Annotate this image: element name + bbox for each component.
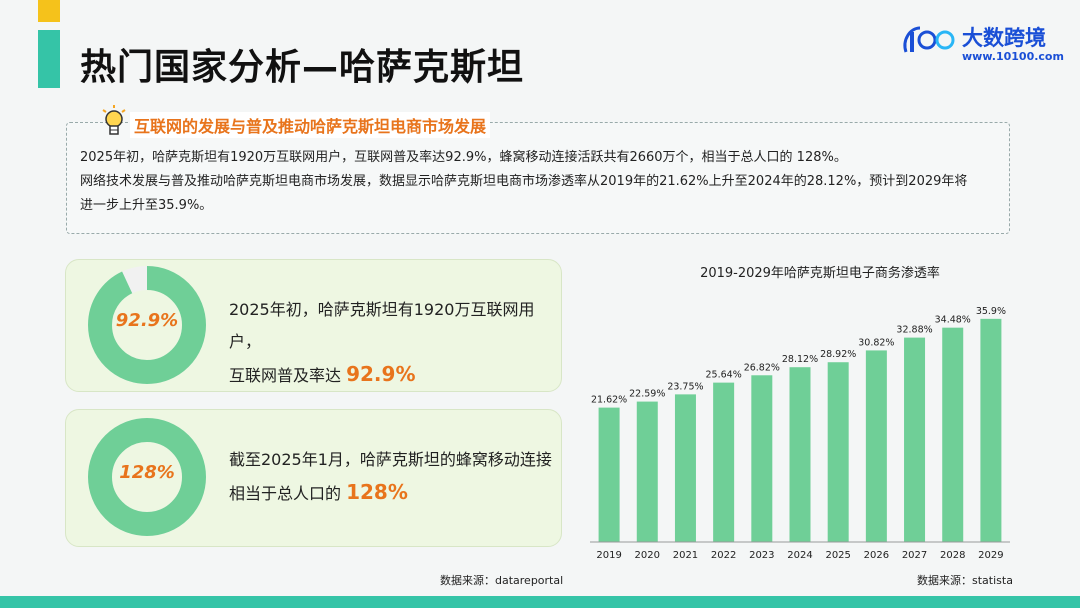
page-title: 热门国家分析—哈萨克斯坦 [80,47,525,88]
data-label-2028: 34.48% [935,315,971,326]
donut-chart-mobile [88,418,206,536]
source-left: 数据来源：datareportal [440,574,564,587]
bar-2020 [636,401,658,542]
card-text-line: 互联网普及率达 92.9% [229,358,561,392]
tick-label-2021: 2021 [673,550,698,561]
tick-label-2025: 2025 [825,550,850,561]
data-label-2024: 28.12% [782,354,818,365]
donut-value-mobile: 128% [119,462,175,483]
data-label-2025: 28.92% [820,349,856,360]
bar-2029 [980,318,1002,542]
tick-label-2019: 2019 [596,550,621,561]
logo-url: www.10100.com [962,50,1064,63]
info-line-1: 2025年初，哈萨克斯坦有1920万互联网用户，互联网普及率达92.9%，蜂窝移… [80,150,847,165]
bar-2022 [713,382,735,542]
tick-label-2020: 2020 [635,550,660,561]
bar-2019 [598,407,620,542]
data-label-2029: 35.9% [976,306,1006,317]
data-label-2022: 25.64% [706,370,742,381]
accent-bar-yellow [38,0,60,22]
data-label-2021: 23.75% [667,381,703,392]
tick-label-2026: 2026 [864,550,889,561]
stat-card-internet: 92.9% 2025年初，哈萨克斯坦有1920万互联网用户， 互联网普及率达 9… [65,259,562,392]
card-text-line: 截至2025年1月，哈萨克斯坦的蜂窝移动连接 [229,450,552,469]
tick-label-2027: 2027 [902,550,927,561]
info-line-2: 网络技术发展与普及推动哈萨克斯坦电商市场发展，数据显示哈萨克斯坦电商市场渗透率从… [80,174,968,189]
bar-2021 [674,394,696,542]
data-label-2019: 21.62% [591,395,627,406]
card-text-line: 相当于总人口的 128% [229,476,552,510]
tick-label-2028: 2028 [940,550,965,561]
lightbulb-icon [102,105,126,135]
accent-bar-green [38,30,60,88]
chart-title: 2019-2029年哈萨克斯坦电子商务渗透率 [700,266,940,281]
bar-2026 [865,350,887,542]
tick-label-2022: 2022 [711,550,736,561]
tick-label-2024: 2024 [787,550,812,561]
bar-2023 [751,375,773,542]
bar-2025 [827,362,849,542]
data-label-2026: 30.82% [858,337,894,348]
logo-icon [903,26,955,53]
brand-logo: 大数跨境 www.10100.com [900,20,1064,70]
card-text-prefix: 互联网普及率达 [229,366,347,385]
stat-card-mobile: 128% 截至2025年1月，哈萨克斯坦的蜂窝移动连接 相当于总人口的 128% [65,409,562,547]
data-label-2020: 22.59% [629,389,665,400]
tick-label-2029: 2029 [978,550,1003,561]
card-text-prefix: 相当于总人口的 [229,484,347,503]
source-right: 数据来源：statista [917,574,1013,587]
bar-2024 [789,367,811,542]
info-line-3: 进一步上升至35.9%。 [80,198,213,213]
logo-name: 大数跨境 [962,26,1046,50]
bar-2027 [904,337,926,542]
card-text-line: 2025年初，哈萨克斯坦有1920万互联网用户， [229,300,535,351]
donut-chart-internet [88,266,206,384]
info-box [66,122,1010,234]
donut-value-internet: 92.9% [115,310,179,331]
card-text-internet: 2025年初，哈萨克斯坦有1920万互联网用户， 互联网普及率达 92.9% [229,294,561,392]
info-heading-text: 互联网的发展与普及推动哈萨克斯坦电商市场发展 [130,112,491,138]
card-text-mobile: 截至2025年1月，哈萨克斯坦的蜂窝移动连接 相当于总人口的 128% [229,444,552,510]
data-label-2027: 32.88% [896,325,932,336]
highlight-value: 128% [346,480,408,504]
data-label-2023: 26.82% [744,362,780,373]
tick-label-2023: 2023 [749,550,774,561]
footer-bar [0,596,1080,608]
bar-chart: 21.62% 2019 22.59% 2020 23.75% 2021 25.64% 2022… [590,306,1010,561]
highlight-value: 92.9% [346,362,416,386]
bar-2028 [942,327,964,542]
